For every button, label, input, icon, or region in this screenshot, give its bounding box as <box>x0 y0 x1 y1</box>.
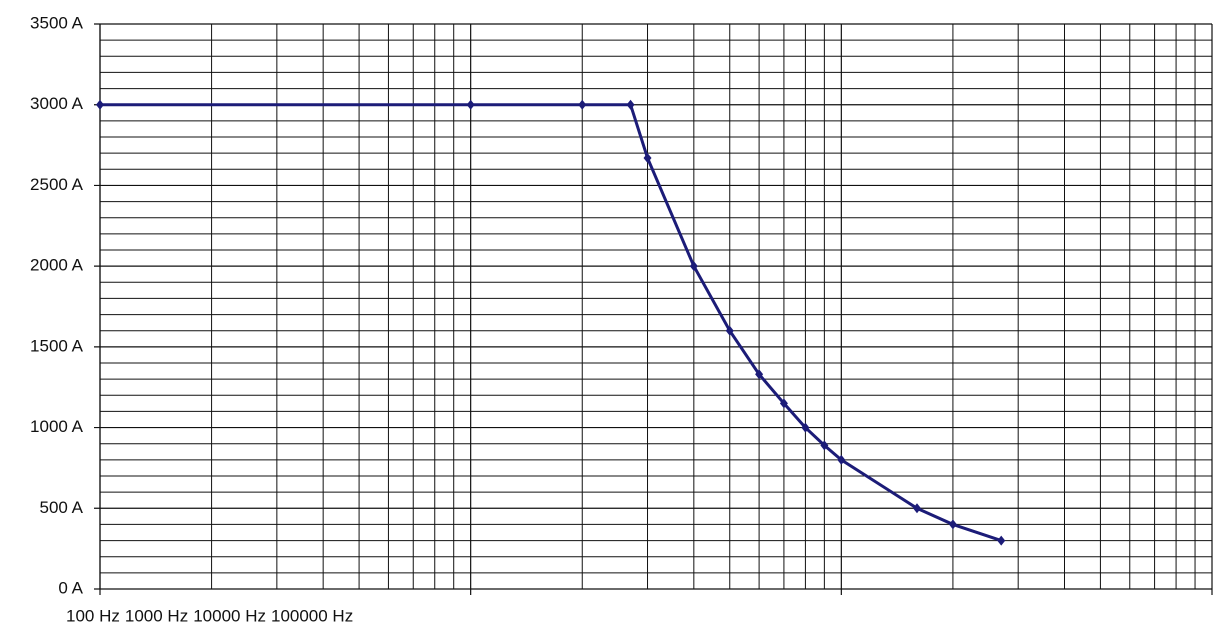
marker <box>689 261 698 272</box>
x-tick-label: 10000 Hz <box>193 606 266 625</box>
y-tick-label: 3000 A <box>30 94 84 113</box>
y-tick-label: 500 A <box>40 498 84 517</box>
marker <box>801 422 810 433</box>
y-tick-label: 1000 A <box>30 417 84 436</box>
marker <box>997 535 1006 546</box>
y-tick-label: 2500 A <box>30 175 84 194</box>
y-tick-label: 2000 A <box>30 256 84 275</box>
x-tick-label: 100000 Hz <box>271 606 353 625</box>
marker <box>912 503 921 514</box>
marker <box>820 440 829 451</box>
y-tick-label: 1500 A <box>30 336 84 355</box>
y-tick-label: 3500 A <box>30 13 84 32</box>
marker <box>626 99 635 110</box>
marker <box>948 519 957 530</box>
marker <box>578 99 587 110</box>
marker <box>837 454 846 465</box>
x-tick-label: 1000 Hz <box>125 606 188 625</box>
marker <box>96 99 104 110</box>
marker <box>755 369 764 380</box>
x-tick-label: 100 Hz <box>66 606 120 625</box>
marker <box>466 99 475 110</box>
y-tick-label: 0 A <box>58 578 83 597</box>
marker <box>643 152 652 163</box>
marker <box>725 325 734 336</box>
line <box>100 103 1002 542</box>
marker <box>779 398 788 409</box>
